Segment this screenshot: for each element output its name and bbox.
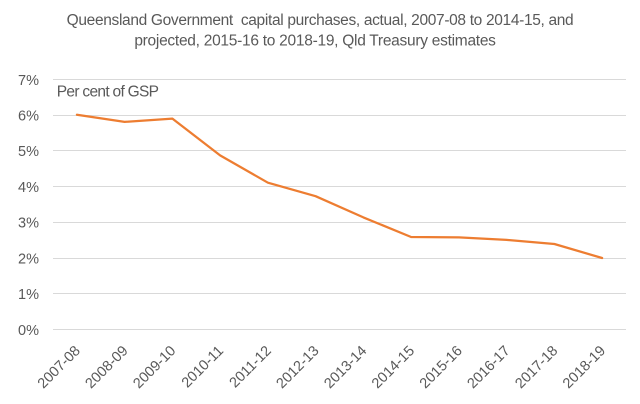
svg-text:7%: 7% — [18, 73, 39, 89]
svg-text:1%: 1% — [18, 287, 39, 303]
svg-text:2%: 2% — [18, 251, 39, 267]
svg-text:5%: 5% — [18, 144, 39, 160]
svg-text:3%: 3% — [18, 216, 39, 232]
svg-text:projected, 2015-16 to 2018-19,: projected, 2015-16 to 2018-19, Qld Treas… — [134, 32, 496, 49]
svg-text:Queensland Government capital: Queensland Government capital purchases,… — [67, 12, 574, 29]
svg-text:Per cent of GSP: Per cent of GSP — [57, 84, 159, 101]
svg-text:6%: 6% — [18, 109, 39, 125]
svg-text:0%: 0% — [18, 323, 39, 339]
svg-text:4%: 4% — [18, 180, 39, 196]
